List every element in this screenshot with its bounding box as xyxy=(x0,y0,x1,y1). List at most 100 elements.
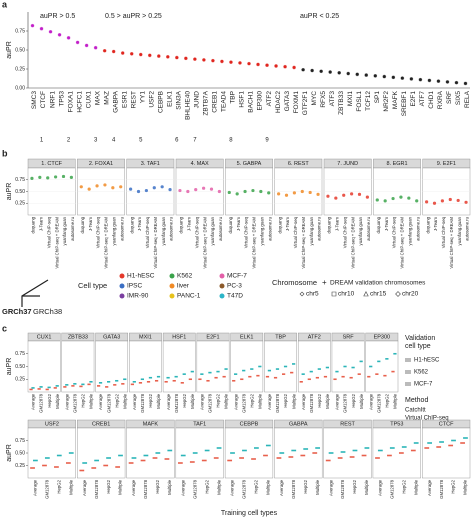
legend-symbol: + xyxy=(322,278,327,287)
facet-title: 9. E2F1 xyxy=(437,161,456,167)
point xyxy=(456,198,460,203)
point xyxy=(200,373,204,375)
x-tick-label: yuanfang.guan xyxy=(309,216,314,245)
point xyxy=(69,175,73,179)
point xyxy=(267,369,272,372)
legend-label: CatchItt xyxy=(405,408,426,414)
x-tick-label: RXRA xyxy=(437,90,444,109)
x-tick-label: Average xyxy=(233,393,238,410)
legend-swatch xyxy=(219,283,225,289)
facet-title: 2. FOXA1 xyxy=(89,161,113,167)
point xyxy=(460,442,465,444)
point xyxy=(432,201,437,205)
y-tick-label: 0.25 xyxy=(15,66,25,72)
x-tick-label: Average xyxy=(378,479,383,496)
point xyxy=(337,70,342,75)
x-tick-label: BHLHE40 xyxy=(185,91,192,120)
x-tick-label: GM12878 xyxy=(174,393,179,412)
point xyxy=(364,447,370,449)
x-tick-label: Virtual ChIP-seq + DREAM xyxy=(252,217,257,269)
point xyxy=(263,454,268,457)
point xyxy=(234,373,238,375)
point xyxy=(440,199,444,203)
legend-label: IMR-90 xyxy=(127,293,149,300)
point xyxy=(409,76,414,81)
x-tick-label: Multiple xyxy=(190,393,195,408)
x-tick-label: Virtual ChIP-seq + DREAM xyxy=(400,217,405,269)
x-tick-label: CHD1 xyxy=(428,91,435,109)
x-tick-label: GM12878 xyxy=(275,393,280,412)
facet-frame xyxy=(126,427,175,479)
point xyxy=(399,195,403,199)
legend-swatch xyxy=(219,293,225,299)
x-tick-label: Average xyxy=(132,393,137,410)
x-tick-label: Multiple xyxy=(216,479,221,494)
point xyxy=(229,60,233,65)
x-tick-label: GM12878 xyxy=(45,479,50,498)
x-tick-label: MYC xyxy=(311,91,318,106)
legend-label: DREAM validation chromosomes xyxy=(330,280,426,287)
x-tick-label: GM12878 xyxy=(309,393,314,412)
point xyxy=(96,385,101,387)
point xyxy=(155,452,161,454)
point xyxy=(393,352,397,355)
point xyxy=(279,452,285,454)
facet-title: GATA3 xyxy=(103,334,120,340)
point xyxy=(46,176,50,180)
point xyxy=(219,59,224,64)
x-tick-label: JUND xyxy=(194,91,201,109)
point xyxy=(391,370,395,373)
point xyxy=(242,449,247,452)
point xyxy=(194,188,198,192)
y-axis-label: auPR xyxy=(6,358,13,376)
point xyxy=(30,23,35,28)
point xyxy=(182,373,186,375)
point xyxy=(30,176,34,180)
point xyxy=(361,454,367,457)
point xyxy=(210,58,215,63)
point xyxy=(352,449,358,452)
legend-title: cell type xyxy=(405,343,431,350)
point xyxy=(213,457,219,459)
x-tick-label: yuanfang.guan xyxy=(457,216,462,245)
x-tick-label: HCFC1 xyxy=(76,91,83,113)
x-tick-label: dxquang xyxy=(179,216,184,233)
point xyxy=(44,457,50,459)
point xyxy=(82,462,88,464)
x-tick-label: TEAD4 xyxy=(221,91,228,112)
point xyxy=(398,452,404,454)
x-tick-label: HepG2 xyxy=(249,393,254,407)
point xyxy=(275,368,280,370)
x-tick-label: SIX5 xyxy=(455,91,462,105)
legend-label: IPSC xyxy=(127,283,142,290)
point xyxy=(300,189,304,194)
point xyxy=(56,454,62,457)
legend-label: auPR < 0.25 xyxy=(300,13,339,20)
x-tick-label: GM12878 xyxy=(242,479,247,498)
point xyxy=(337,457,343,459)
x-tick-label: GM12878 xyxy=(140,393,145,412)
point xyxy=(317,368,321,370)
x-tick-label: Multiple xyxy=(224,393,229,408)
point xyxy=(265,375,270,378)
x-tick-label: ATF7 xyxy=(419,91,426,107)
point xyxy=(310,68,315,73)
point xyxy=(89,381,93,383)
x-tick-label: MAZ xyxy=(103,91,110,105)
point xyxy=(61,174,66,179)
y-tick-label: 0.50 xyxy=(15,47,25,53)
x-tick-label: autosome.ru xyxy=(267,216,272,240)
point xyxy=(454,80,459,85)
x-tick-label: Virtual ChIP-seq xyxy=(441,216,446,248)
point xyxy=(343,365,347,368)
facet-frame xyxy=(129,340,162,393)
legend-title: Validation xyxy=(405,335,435,342)
point xyxy=(248,375,252,378)
facet-frame xyxy=(162,340,196,393)
point xyxy=(103,183,107,187)
point xyxy=(325,459,331,462)
point xyxy=(217,189,221,194)
point xyxy=(152,457,158,459)
point xyxy=(38,175,42,179)
x-tick-label: Virtual ChIP-seq xyxy=(96,216,101,248)
